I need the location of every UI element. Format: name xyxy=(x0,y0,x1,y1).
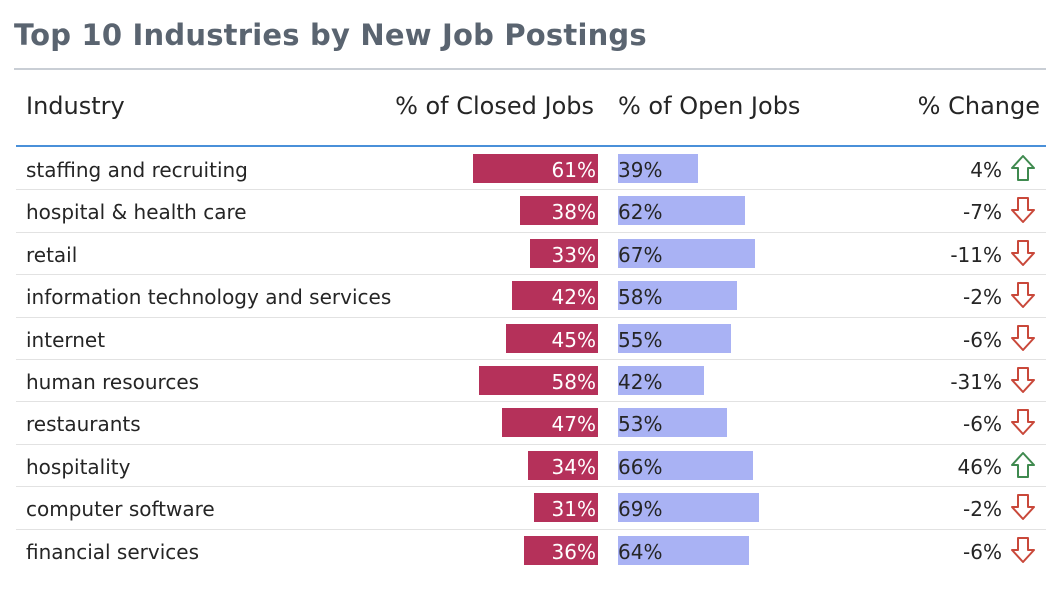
open-jobs-bar xyxy=(618,535,750,565)
industry-label: internet xyxy=(26,327,106,352)
open-jobs-value: 69% xyxy=(618,497,663,522)
closed-jobs-value: 38% xyxy=(551,200,596,225)
open-jobs-value: 42% xyxy=(618,369,663,394)
open-jobs-value: 55% xyxy=(618,327,663,352)
column-header-closed-jobs: % of Closed Jobs xyxy=(395,92,594,120)
open-jobs-value: 67% xyxy=(618,242,663,267)
industry-label: information technology and services xyxy=(26,285,392,310)
arrow-down-icon xyxy=(1011,197,1035,224)
closed-jobs-value: 45% xyxy=(551,327,596,352)
open-jobs-bar xyxy=(618,281,737,311)
change-value: -7% xyxy=(963,200,1002,225)
change-value: -11% xyxy=(950,242,1002,267)
open-jobs-value: 58% xyxy=(618,285,663,310)
chart-title: Top 10 Industries by New Job Postings xyxy=(14,18,647,52)
column-header-open-jobs: % of Open Jobs xyxy=(618,92,801,120)
arrow-down-icon xyxy=(1011,282,1035,309)
arrow-down-icon xyxy=(1011,239,1035,266)
table-body: staffing and recruiting 61% 39% 4% hospital … xyxy=(0,148,1064,572)
table-row: financial services 36% 64% -6% xyxy=(16,530,1046,572)
open-jobs-value: 62% xyxy=(618,200,663,225)
table-row: retail 33% 67% -11% xyxy=(16,233,1046,276)
industry-label: retail xyxy=(26,242,78,267)
table-row: internet 45% 55% -6% xyxy=(16,318,1046,360)
open-jobs-bar xyxy=(618,493,760,523)
closed-jobs-bar xyxy=(472,154,598,183)
table-row: restaurants 47% 53% -6% xyxy=(16,402,1046,445)
change-value: 4% xyxy=(970,158,1002,182)
arrow-down-icon xyxy=(1011,494,1035,521)
change-value: -6% xyxy=(963,539,1002,564)
arrow-down-icon xyxy=(1011,409,1035,436)
industry-label: staffing and recruiting xyxy=(26,158,248,182)
open-jobs-value: 53% xyxy=(618,412,663,437)
open-jobs-bar xyxy=(618,323,731,353)
change-value: -2% xyxy=(963,497,1002,522)
open-jobs-bar xyxy=(618,196,746,226)
industry-label: restaurants xyxy=(26,412,141,437)
closed-jobs-bar xyxy=(534,493,598,523)
table-row: hospital & health care 38% 62% -7% xyxy=(16,190,1046,233)
open-jobs-value: 39% xyxy=(618,158,663,182)
open-jobs-bar xyxy=(618,408,727,438)
closed-jobs-bar xyxy=(479,365,598,395)
industry-label: financial services xyxy=(26,539,199,564)
industry-label: human resources xyxy=(26,369,200,394)
closed-jobs-value: 61% xyxy=(551,158,596,182)
closed-jobs-value: 42% xyxy=(551,285,596,310)
header-divider xyxy=(16,145,1046,147)
closed-jobs-value: 33% xyxy=(551,242,596,267)
open-jobs-bar xyxy=(618,450,754,480)
closed-jobs-bar xyxy=(524,535,598,565)
column-header-industry: Industry xyxy=(26,92,125,120)
closed-jobs-value: 36% xyxy=(551,539,596,564)
open-jobs-value: 66% xyxy=(618,454,663,479)
change-value: -6% xyxy=(963,412,1002,437)
table-row: computer software 31% 69% -2% xyxy=(16,487,1046,530)
open-jobs-bar xyxy=(618,154,698,183)
arrow-down-icon xyxy=(1011,536,1035,563)
change-value: -6% xyxy=(963,327,1002,352)
change-value: -2% xyxy=(963,285,1002,310)
closed-jobs-bar xyxy=(511,281,598,311)
closed-jobs-value: 58% xyxy=(551,369,596,394)
arrow-down-icon xyxy=(1011,324,1035,351)
title-divider xyxy=(14,68,1046,70)
industry-label: computer software xyxy=(26,497,215,522)
open-jobs-bar xyxy=(618,365,705,395)
industry-label: hospital & health care xyxy=(26,200,247,225)
table-row: staffing and recruiting 61% 39% 4% xyxy=(16,148,1046,191)
closed-jobs-bar xyxy=(530,238,598,268)
arrow-up-icon xyxy=(1011,451,1035,478)
closed-jobs-bar xyxy=(528,450,598,480)
open-jobs-bar xyxy=(618,238,756,268)
closed-jobs-value: 47% xyxy=(551,412,596,437)
closed-jobs-bar xyxy=(501,408,598,438)
closed-jobs-value: 34% xyxy=(551,454,596,479)
change-value: -31% xyxy=(950,369,1002,394)
table-row: information technology and services 42% 58… xyxy=(16,275,1046,318)
column-header-change: % Change xyxy=(917,92,1040,120)
arrow-down-icon xyxy=(1011,366,1035,393)
closed-jobs-value: 31% xyxy=(551,497,596,522)
closed-jobs-bar xyxy=(520,196,598,226)
closed-jobs-bar xyxy=(505,323,598,353)
open-jobs-value: 64% xyxy=(618,539,663,564)
arrow-up-icon xyxy=(1011,155,1035,181)
table-row: human resources 58% 42% -31% xyxy=(16,360,1046,403)
change-value: 46% xyxy=(957,454,1002,479)
table-row: hospitality 34% 66% 46% xyxy=(16,445,1046,488)
industry-label: hospitality xyxy=(26,454,131,479)
